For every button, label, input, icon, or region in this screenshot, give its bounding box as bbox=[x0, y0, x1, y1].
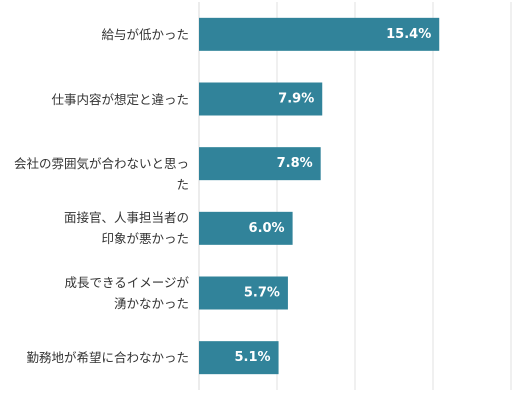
category-label: 面接官、人事担当者の 印象が悪かった bbox=[63, 210, 189, 247]
category-label: 給与が低かった bbox=[101, 26, 189, 42]
category-label: 仕事内容が想定と違った bbox=[51, 91, 189, 107]
bar-value-label: 6.0% bbox=[249, 221, 285, 236]
bar bbox=[199, 276, 288, 310]
bar bbox=[199, 211, 293, 245]
bar bbox=[199, 147, 321, 181]
bar-value-label: 5.1% bbox=[234, 350, 270, 365]
bar-value-label: 15.4% bbox=[386, 27, 431, 42]
bar bbox=[199, 341, 279, 375]
category-label: 成長できるイメージが 湧かなかった bbox=[64, 275, 189, 311]
category-label: 会社の雰囲気が合わないと思った bbox=[13, 156, 189, 193]
bar bbox=[199, 17, 440, 51]
bar-value-label: 5.7% bbox=[244, 286, 280, 301]
bar-value-label: 7.9% bbox=[278, 92, 314, 107]
category-label: 勤務地が希望に合わなかった bbox=[26, 350, 189, 366]
bar bbox=[199, 82, 323, 116]
bar-value-label: 7.8% bbox=[277, 156, 313, 171]
